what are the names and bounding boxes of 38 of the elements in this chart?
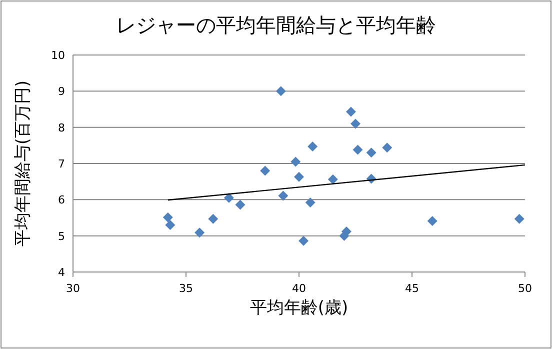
x-tick-label: 30 [66,282,80,295]
y-tick-label: 6 [58,194,65,207]
point [162,212,173,222]
point [305,198,316,208]
point [224,192,234,203]
x-tick-label: 35 [179,282,193,295]
point [427,216,438,226]
point [208,214,218,224]
point [308,142,318,152]
point [290,156,301,167]
point [382,142,392,153]
point [294,172,304,182]
x-tick-label: 50 [518,282,532,295]
x-tick-label: 45 [405,282,419,295]
point [328,174,338,184]
point [352,144,363,155]
point [260,166,270,176]
point [350,118,360,129]
y-tick-label: 9 [58,85,65,98]
point [514,214,524,224]
y-tick-label: 7 [58,158,65,170]
y-tick-label: 4 [58,266,65,279]
point [366,148,376,158]
x-tick-label: 40 [292,282,306,295]
point [276,86,286,96]
point [341,226,352,236]
x-axis-title: 平均年齢(歳) [250,298,348,318]
y-axis-title: 平均年間給与(百万円) [13,80,33,247]
y-tick-label: 8 [58,121,65,134]
point [346,106,356,117]
y-tick-label: 5 [58,230,65,243]
point [194,228,205,238]
point [278,190,288,201]
point [298,236,309,246]
chart-title: レジャーの平均年間給与と平均年齢 [116,13,436,37]
y-tick-label: 10 [51,49,65,62]
point [235,200,246,210]
point [165,220,176,230]
